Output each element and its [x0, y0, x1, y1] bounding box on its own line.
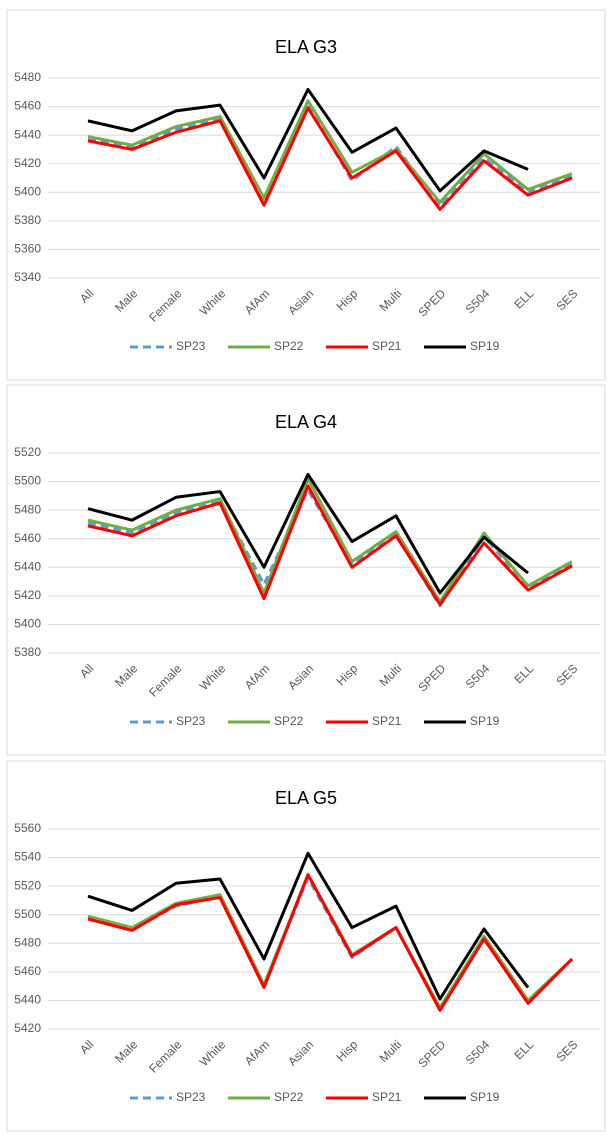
- legend-label: SP19: [470, 714, 500, 728]
- legend-label: SP21: [372, 339, 402, 353]
- legend-label: SP22: [274, 1090, 304, 1104]
- legend-label: SP19: [470, 339, 500, 353]
- chart-frame: [6, 9, 606, 381]
- y-tick-label: 5500: [14, 474, 41, 488]
- y-tick-label: 5500: [14, 907, 41, 921]
- series-line: [87, 873, 574, 1012]
- y-tick-label: 5380: [14, 645, 41, 659]
- series-line: [87, 472, 529, 595]
- legend-label: SP22: [274, 339, 304, 353]
- y-tick-label: 5520: [14, 878, 41, 892]
- chart-title: ELA G3: [275, 37, 337, 57]
- chart-frame: [6, 384, 606, 756]
- series-line: [87, 87, 529, 193]
- y-tick-label: 5360: [14, 242, 41, 256]
- y-tick-label: 5440: [14, 559, 41, 573]
- y-tick-label: 5520: [14, 445, 41, 459]
- y-tick-label: 5480: [14, 70, 41, 84]
- legend-label: SP21: [372, 1090, 402, 1104]
- series-line: [87, 851, 530, 1001]
- y-tick-label: 5460: [14, 99, 41, 113]
- y-tick-label: 5340: [14, 270, 41, 284]
- legend-label: SP21: [372, 714, 402, 728]
- series-line: [87, 99, 573, 204]
- y-tick-label: 5440: [14, 127, 41, 141]
- y-tick-label: 5400: [14, 617, 41, 631]
- legend-label: SP22: [274, 714, 304, 728]
- y-tick-label: 5420: [14, 156, 41, 170]
- chart-title: ELA G5: [275, 788, 337, 808]
- legend-label: SP23: [176, 339, 206, 353]
- y-tick-label: 5460: [14, 964, 41, 978]
- y-tick-label: 5540: [14, 850, 41, 864]
- y-tick-label: 5400: [14, 184, 41, 198]
- y-tick-label: 5420: [14, 1021, 41, 1035]
- legend-label: SP23: [176, 714, 206, 728]
- chart-title: ELA G4: [275, 412, 337, 432]
- series-line: [87, 484, 573, 606]
- y-tick-label: 5480: [14, 502, 41, 516]
- legend-label: SP19: [470, 1090, 500, 1104]
- y-tick-label: 5560: [14, 821, 41, 835]
- y-tick-label: 5380: [14, 213, 41, 227]
- series-line: [87, 106, 573, 211]
- y-tick-label: 5480: [14, 935, 41, 949]
- legend-label: SP23: [176, 1090, 206, 1104]
- y-tick-label: 5460: [14, 531, 41, 545]
- y-tick-label: 5420: [14, 588, 41, 602]
- chart-frame: [6, 760, 606, 1132]
- y-tick-label: 5440: [14, 993, 41, 1007]
